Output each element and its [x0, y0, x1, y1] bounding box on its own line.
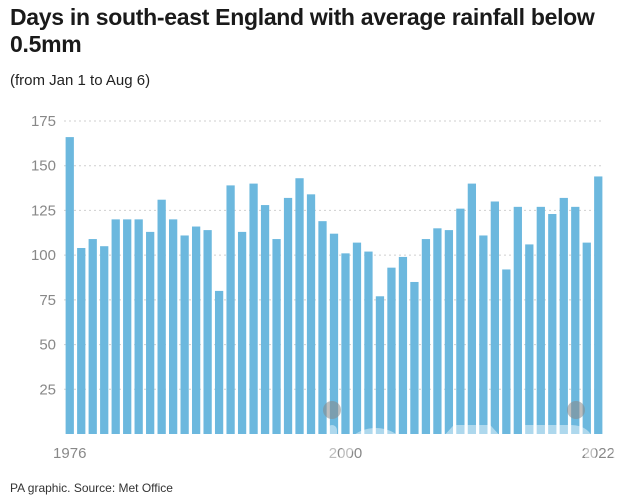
bar-2009	[444, 230, 454, 434]
bar-2002	[364, 251, 373, 434]
bar-2007	[421, 239, 431, 434]
bar-1988	[203, 230, 212, 434]
bar-1992	[249, 183, 258, 434]
bar-1986	[180, 235, 189, 434]
bar-1980	[111, 219, 120, 434]
bar-1996	[295, 178, 304, 434]
y-tick-label-125: 125	[31, 202, 56, 219]
bar-1977	[77, 247, 86, 434]
bar-1984	[157, 199, 166, 434]
bar-1991	[237, 231, 247, 434]
y-tick-label-100: 100	[31, 247, 56, 264]
bar-2019	[559, 197, 568, 434]
bar-2012	[479, 235, 488, 434]
bar-1985	[169, 219, 178, 434]
y-tick-label-25: 25	[39, 381, 56, 398]
bar-1997	[306, 194, 316, 434]
bar-2015	[513, 206, 522, 434]
y-tick-label-150: 150	[31, 158, 56, 175]
x-tick-label-2000: 2000	[329, 445, 362, 462]
bar-2021	[582, 242, 591, 434]
bar-2001	[352, 242, 362, 434]
bar-1995	[283, 197, 293, 434]
bar-2006	[410, 281, 419, 434]
bar-1989	[214, 290, 224, 434]
y-tick-label-175: 175	[31, 113, 56, 130]
bar-2008	[433, 228, 442, 434]
bar-1994	[272, 239, 281, 434]
bar-2004	[387, 267, 396, 434]
x-tick-label-2022: 2022	[582, 445, 615, 462]
bar-1983	[146, 231, 155, 434]
bar-2022	[594, 176, 603, 434]
bar-1979	[100, 246, 109, 434]
bars	[65, 137, 603, 434]
bar-1976	[65, 137, 74, 434]
bar-1998	[318, 221, 327, 434]
y-tick-label-50: 50	[39, 337, 56, 354]
bar-1982	[134, 219, 143, 434]
bar-2013	[490, 201, 499, 434]
bar-1987	[191, 226, 201, 434]
bar-2014	[502, 269, 511, 434]
x-axis-labels: 1976 2000 2022	[53, 445, 615, 462]
bar-1978	[88, 239, 97, 434]
source-note: PA graphic. Source: Met Office	[10, 481, 173, 495]
bar-2011	[467, 183, 477, 434]
bar-1999	[329, 233, 339, 434]
y-tick-label-75: 75	[39, 292, 56, 309]
x-tick-label-1976: 1976	[53, 445, 86, 462]
bar-2018	[548, 214, 557, 434]
bar-2017	[536, 206, 545, 434]
bar-2010	[456, 208, 465, 434]
bar-2005	[398, 256, 408, 434]
bar-2000	[341, 253, 350, 434]
bar-2020	[571, 206, 580, 434]
bar-1981	[123, 219, 132, 434]
bar-1993	[260, 205, 270, 434]
chart-title: Days in south-east England with average …	[10, 4, 595, 57]
bar-1990	[226, 185, 235, 434]
chart-subtitle: (from Jan 1 to Aug 6)	[10, 72, 151, 89]
bar-2016	[525, 244, 534, 434]
bar-2003	[375, 296, 385, 434]
